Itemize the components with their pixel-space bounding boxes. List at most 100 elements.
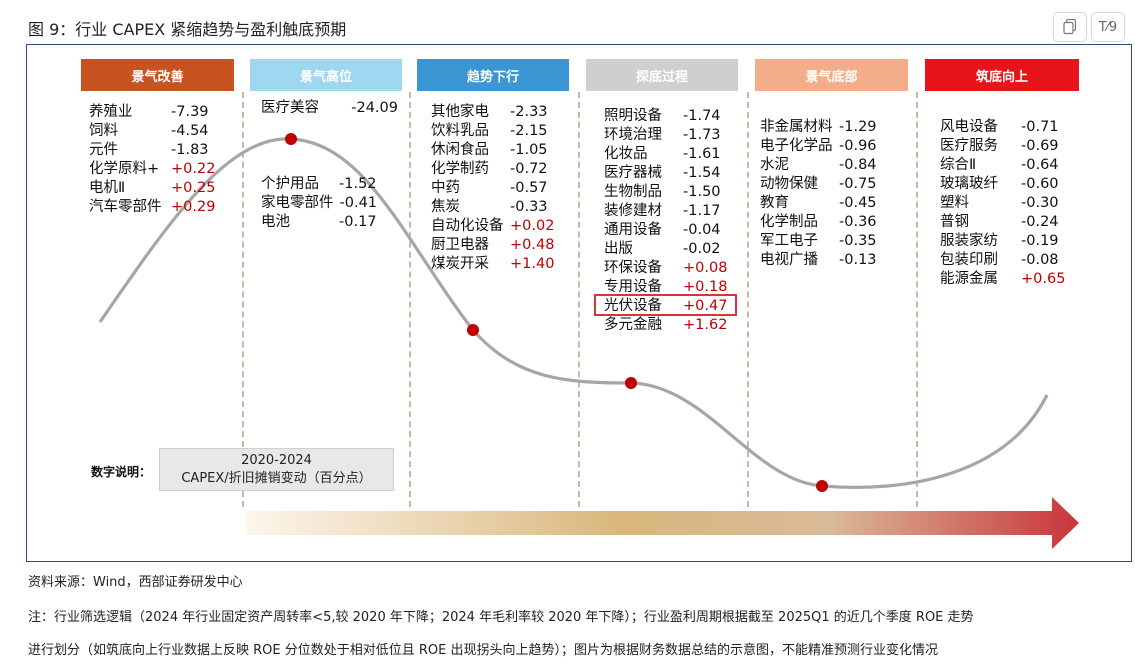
stage-label: 趋势下行 xyxy=(466,69,519,85)
industry-value: -1.17 xyxy=(683,203,721,219)
stage-label: 景气底部 xyxy=(805,69,858,85)
industry-value: -0.04 xyxy=(683,222,721,238)
list-item: 焦炭 -0.33 xyxy=(431,198,556,217)
industry-value: +1.40 xyxy=(510,256,555,272)
list-item: 化学制品 -0.36 xyxy=(760,213,885,232)
list-item: 中药 -0.57 xyxy=(431,179,556,198)
list-item: 电池 -0.17 xyxy=(261,213,385,232)
group-1-list: 养殖业 -7.39 饲料 -4.54 元件 -1.83 化学原料+ +0.22 电机Ⅱ +0.25… xyxy=(89,103,217,217)
industry-name: 风电设备 xyxy=(940,119,998,135)
list-item: 军工电子 -0.35 xyxy=(760,232,885,251)
stage-divider xyxy=(409,92,411,507)
industry-name: 玻璃玻纤 xyxy=(940,176,998,192)
industry-value: -0.96 xyxy=(839,138,877,154)
list-item: 多元金融 +1.62 xyxy=(604,316,729,335)
curve-marker xyxy=(285,133,297,145)
copy-button[interactable] xyxy=(1053,12,1087,42)
industry-value: +0.22 xyxy=(171,161,216,177)
curve-markers xyxy=(285,133,828,492)
group-5-list: 照明设备 -1.74 环境治理 -1.73 化妆品 -1.61 医疗器械 -1.54 生物制品 -… xyxy=(604,107,729,335)
list-item: 其他家电 -2.33 xyxy=(431,103,556,122)
list-item: 医疗器械 -1.54 xyxy=(604,164,729,183)
industry-value: -0.13 xyxy=(839,252,877,268)
industry-name: 饮料乳品 xyxy=(431,123,489,139)
industry-name: 电池 xyxy=(261,214,290,230)
industry-value: -0.64 xyxy=(1021,157,1059,173)
industry-value: -0.35 xyxy=(839,233,877,249)
list-item: 装修建材 -1.17 xyxy=(604,202,729,221)
industry-value: +0.08 xyxy=(683,260,728,276)
industry-value: -0.84 xyxy=(839,157,877,173)
industry-value: -0.02 xyxy=(683,241,721,257)
industry-name: 焦炭 xyxy=(431,199,460,215)
list-item: 教育 -0.45 xyxy=(760,194,885,213)
list-item: 电子化学品 -0.96 xyxy=(760,137,885,156)
list-item: 生物制品 -1.50 xyxy=(604,183,729,202)
list-item: 元件 -1.83 xyxy=(89,141,217,160)
industry-name: 医疗服务 xyxy=(940,138,998,154)
industry-name: 服装家纺 xyxy=(940,233,998,249)
group-7-list: 风电设备 -0.71 医疗服务 -0.69 综合Ⅱ -0.64 玻璃玻纤 -0.60 塑料 -0.… xyxy=(940,118,1067,289)
industry-value: -1.52 xyxy=(339,176,377,192)
industry-value: -0.33 xyxy=(510,199,548,215)
curve-marker xyxy=(625,377,637,389)
list-item: 专用设备 +0.18 xyxy=(604,278,729,297)
legend-line-2: CAPEX/折旧摊销变动（百分点） xyxy=(181,471,372,486)
list-item: 饲料 -4.54 xyxy=(89,122,217,141)
industry-name: 自动化设备 xyxy=(431,218,504,234)
list-item: 汽车零部件 +0.29 xyxy=(89,198,217,217)
list-item: 水泥 -0.84 xyxy=(760,156,885,175)
list-item: 环境治理 -1.73 xyxy=(604,126,729,145)
stage-header-6: 筑底向上 xyxy=(925,59,1079,91)
stage-divider xyxy=(578,92,580,507)
list-item: 饮料乳品 -2.15 xyxy=(431,122,556,141)
stage-label: 景气改善 xyxy=(131,69,184,85)
list-item: 光伏设备 +0.47 xyxy=(604,297,729,316)
industry-name: 个护用品 xyxy=(261,176,319,192)
industry-name: 军工电子 xyxy=(760,233,818,249)
industry-name: 照明设备 xyxy=(604,108,662,124)
list-item: 塑料 -0.30 xyxy=(940,194,1067,213)
industry-name: 养殖业 xyxy=(89,104,133,120)
industry-value: +0.48 xyxy=(510,237,555,253)
group-2-list: 医疗美容 -24.09 xyxy=(261,99,398,118)
translate-button[interactable]: T⁄9 xyxy=(1091,12,1125,42)
industry-name: 光伏设备 xyxy=(604,298,662,314)
stage-divider xyxy=(916,92,918,507)
stage-header-1: 景气改善 xyxy=(81,59,234,91)
industry-name: 化学制药 xyxy=(431,161,489,177)
industry-value: -0.19 xyxy=(1021,233,1059,249)
industry-name: 元件 xyxy=(89,142,118,158)
industry-value: -0.75 xyxy=(839,176,877,192)
footnote-line-2: 进行划分（如筑底向上行业数据上反映 ROE 分位数处于相对低位且 ROE 出现拐… xyxy=(28,643,938,658)
industry-value: -4.54 xyxy=(171,123,209,139)
industry-name: 能源金属 xyxy=(940,271,998,287)
list-item: 休闲食品 -1.05 xyxy=(431,141,556,160)
industry-value: -0.30 xyxy=(1021,195,1059,211)
list-item: 包装印刷 -0.08 xyxy=(940,251,1067,270)
industry-value: -1.54 xyxy=(683,165,721,181)
industry-name: 环保设备 xyxy=(604,260,662,276)
industry-name: 化学原料+ xyxy=(89,161,160,177)
list-item: 化学原料+ +0.22 xyxy=(89,160,217,179)
cycle-curve xyxy=(98,137,1049,489)
industry-name: 电子化学品 xyxy=(760,138,833,154)
list-item: 厨卫电器 +0.48 xyxy=(431,236,556,255)
legend-box: 2020-2024 CAPEX/折旧摊销变动（百分点） xyxy=(159,448,394,491)
curve-marker xyxy=(816,480,828,492)
industry-value: -0.17 xyxy=(339,214,377,230)
industry-value: +0.02 xyxy=(510,218,555,234)
industry-value: -0.45 xyxy=(839,195,877,211)
stage-label: 景气高位 xyxy=(299,69,352,85)
cycle-arrow xyxy=(246,497,1079,549)
industry-name: 电机Ⅱ xyxy=(89,180,126,196)
list-item: 自动化设备 +0.02 xyxy=(431,217,556,236)
list-item: 化妆品 -1.61 xyxy=(604,145,729,164)
industry-name: 多元金融 xyxy=(604,317,662,333)
list-item: 电视广播 -0.13 xyxy=(760,251,885,270)
list-item: 照明设备 -1.74 xyxy=(604,107,729,126)
highlight-box xyxy=(594,294,737,316)
list-item: 非金属材料 -1.29 xyxy=(760,118,885,137)
group-4-list: 其他家电 -2.33 饮料乳品 -2.15 休闲食品 -1.05 化学制药 -0.72 中药 -0… xyxy=(431,103,556,274)
list-item: 医疗美容 -24.09 xyxy=(261,99,398,118)
